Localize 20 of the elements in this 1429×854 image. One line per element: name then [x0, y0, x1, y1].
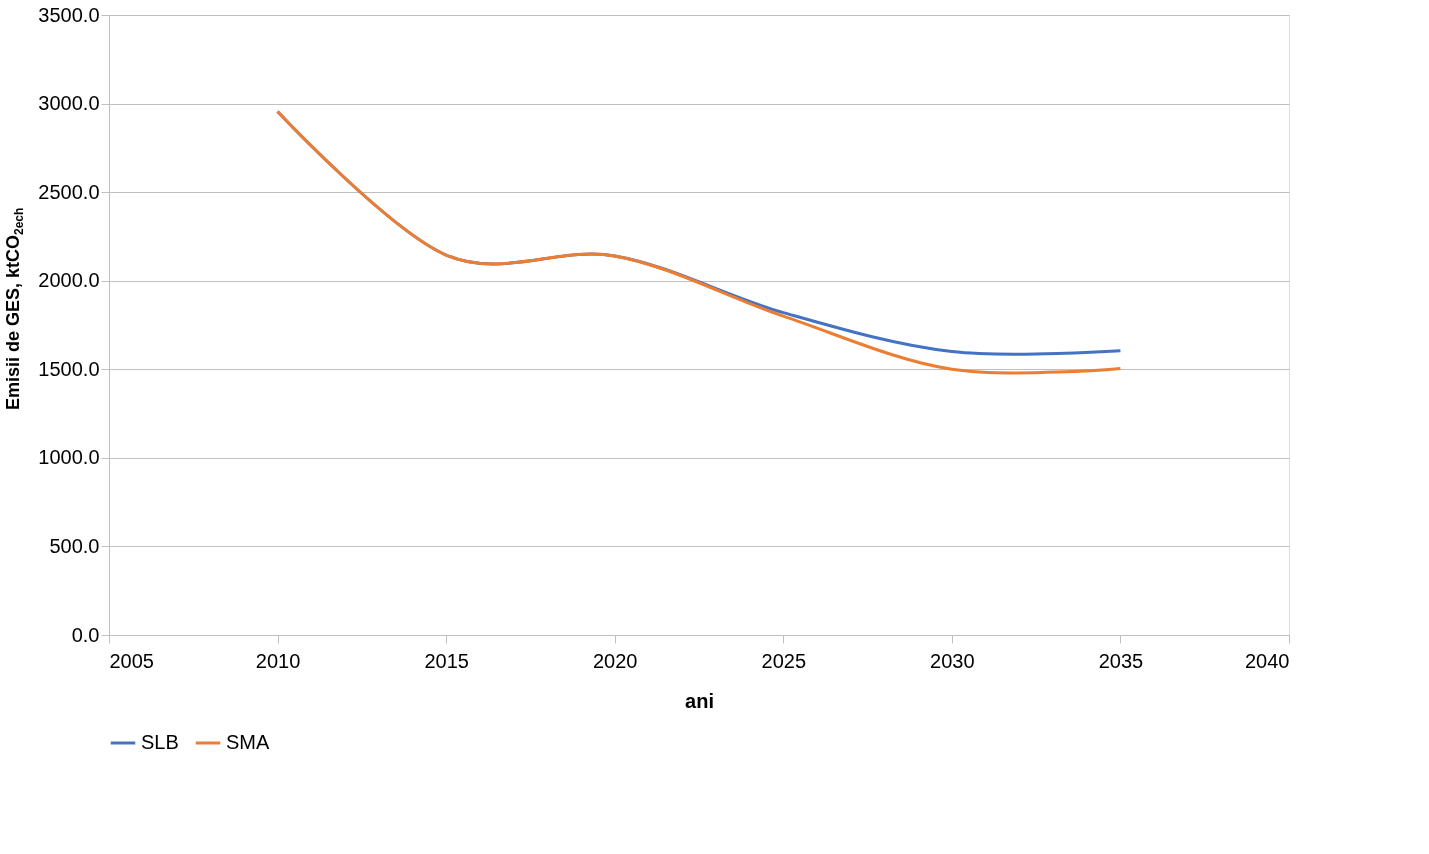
y-tick-label: 500.0	[49, 534, 100, 557]
y-tick-label: 3000.0	[38, 92, 100, 115]
x-axis-title: ani	[685, 689, 714, 712]
y-tick-label: 0.0	[71, 623, 100, 646]
y-axis-title: Emisii de GES, ktCO2ech	[3, 207, 26, 411]
y-tick-label: 1000.0	[38, 446, 100, 469]
legend-label: SLB	[141, 731, 179, 753]
x-tick-label: 2020	[592, 649, 638, 672]
y-tick-label: 3500.0	[38, 3, 100, 26]
y-tick-label: 2500.0	[38, 180, 100, 203]
legend-label: SMA	[226, 731, 270, 753]
x-tick-label: 2025	[761, 649, 807, 672]
y-tick-label: 1500.0	[38, 357, 100, 380]
x-tick-label: 2010	[255, 649, 301, 672]
x-tick-label: 2005	[109, 649, 154, 672]
x-tick-label: 2030	[930, 649, 975, 672]
x-tick-label: 2015	[424, 649, 469, 672]
x-tick-label: 2035	[1098, 649, 1144, 672]
x-tick-label: 2040	[1245, 649, 1290, 672]
y-tick-label: 2000.0	[38, 269, 100, 292]
